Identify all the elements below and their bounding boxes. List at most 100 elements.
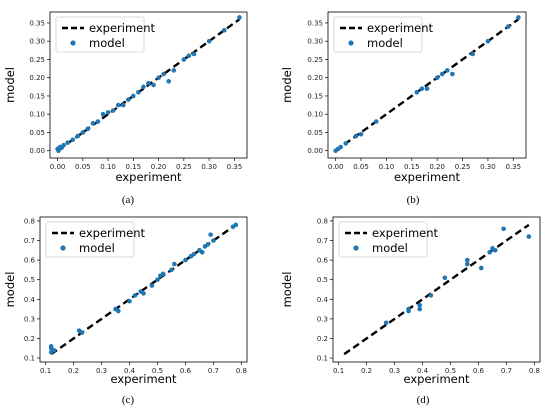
model-point	[501, 226, 506, 232]
model-point	[155, 277, 160, 283]
y-tick-label: 0.7	[24, 237, 35, 245]
model-point	[221, 27, 227, 33]
y-tick-label: 0.4	[317, 296, 329, 304]
model-point	[464, 257, 470, 263]
model-point	[464, 261, 470, 267]
model-point	[505, 24, 511, 29]
legend-box	[333, 16, 423, 53]
x-tick-label: 0.4	[417, 367, 429, 375]
x-axis-label: experiment	[394, 170, 461, 184]
model-point	[156, 75, 161, 80]
model-point	[516, 15, 521, 20]
model-point	[131, 93, 136, 99]
y-tick-label: 0.2	[317, 335, 328, 343]
model-point	[161, 71, 166, 77]
model-point	[445, 68, 450, 73]
model-point	[79, 330, 85, 335]
model-point	[191, 51, 197, 57]
model-point	[338, 144, 343, 150]
model-point	[149, 283, 155, 288]
model-point	[211, 238, 216, 243]
y-tick-label: 0.1	[24, 355, 35, 363]
legend-label-model: model	[79, 241, 115, 255]
x-tick-label: 0.8	[529, 367, 540, 375]
model-point	[160, 271, 166, 277]
model-point	[61, 142, 66, 148]
model-point	[183, 257, 188, 263]
legend-label-model: model	[372, 241, 408, 255]
model-point	[526, 234, 532, 239]
legend-label-experiment: experiment	[79, 226, 146, 240]
model-point	[65, 140, 70, 145]
x-axis-label: experiment	[115, 170, 182, 184]
legend-box	[45, 221, 135, 258]
legend-box	[338, 221, 428, 258]
plot-frame	[327, 11, 527, 159]
model-point	[85, 126, 91, 132]
model-point	[181, 57, 187, 62]
y-tick-label: 0.4	[24, 296, 36, 304]
x-tick-label: 0.3	[96, 367, 107, 375]
model-point	[442, 275, 448, 281]
y-tick-label: 0.00	[307, 147, 323, 155]
x-tick-label: 0.7	[501, 367, 512, 375]
x-tick-label: 0.15	[126, 163, 142, 171]
model-point	[353, 133, 359, 139]
model-point	[127, 298, 132, 304]
x-tick-label: 0.3	[389, 367, 400, 375]
model-point	[450, 71, 455, 77]
model-point	[171, 261, 177, 267]
model-point	[141, 84, 146, 90]
panel-caption: (b)	[407, 194, 420, 206]
model-point	[136, 90, 141, 95]
x-tick-label: 0.25	[176, 163, 192, 171]
y-axis-label: model	[3, 272, 17, 308]
model-point	[95, 119, 101, 124]
y-tick-label: 0.8	[317, 217, 328, 225]
model-point	[56, 148, 61, 153]
y-axis-label: model	[3, 67, 17, 103]
model-point	[191, 251, 197, 257]
y-tick-label: 0.6	[24, 257, 36, 265]
y-tick-label: 0.10	[307, 111, 323, 119]
y-tick-label: 0.6	[317, 257, 329, 265]
x-tick-label: 0.35	[506, 163, 522, 171]
y-tick-label: 0.25	[29, 56, 45, 64]
x-tick-label: 0.4	[124, 367, 136, 375]
y-tick-label: 0.25	[307, 56, 323, 64]
y-tick-label: 0.5	[317, 276, 328, 284]
y-tick-label: 0.3	[24, 315, 35, 323]
model-point	[419, 86, 425, 91]
chart-panel-1: 0.00 0.05 0.10 0.15 0.20 0.25 0.30 0.35 0.00 0.05…	[3, 11, 248, 206]
model-point	[470, 51, 475, 57]
x-tick-label: 0.7	[208, 367, 219, 375]
model-point	[169, 267, 174, 273]
y-tick-label: 0.30	[29, 38, 45, 46]
panel-caption: (d)	[417, 394, 430, 406]
x-tick-label: 0.30	[480, 163, 496, 171]
model-point	[48, 344, 54, 349]
x-tick-label: 0.20	[429, 163, 445, 171]
chart-panel-4: 0.1 0.2 0.3 0.4 0.5 0.6 0.7 0.8 0.1 0.2 0.3 0.4 0.5 0…	[280, 216, 541, 406]
y-tick-label: 0.35	[29, 19, 45, 27]
model-point	[485, 38, 491, 44]
y-tick-label: 0.35	[307, 19, 323, 27]
chart-panel-2: 0.00 0.05 0.10 0.15 0.20 0.25 0.30 0.35 0.00 0.05…	[280, 11, 527, 206]
legend-point-swatch	[348, 40, 354, 46]
x-tick-label: 0.5	[152, 367, 163, 375]
panel-caption: (a)	[122, 194, 135, 206]
y-tick-label: 0.7	[317, 237, 328, 245]
x-tick-label: 0.00	[328, 163, 344, 171]
model-point	[417, 306, 423, 312]
x-tick-label: 0.00	[50, 163, 66, 171]
legend-point-swatch	[70, 40, 76, 46]
x-tick-label: 0.05	[75, 163, 91, 171]
model-point	[383, 320, 389, 326]
y-tick-label: 0.15	[29, 92, 45, 100]
y-axis-label: model	[280, 272, 294, 308]
model-point	[434, 75, 440, 80]
model-point	[343, 141, 349, 146]
model-point	[116, 308, 121, 314]
legend-box	[55, 16, 145, 53]
model-point	[414, 90, 420, 95]
